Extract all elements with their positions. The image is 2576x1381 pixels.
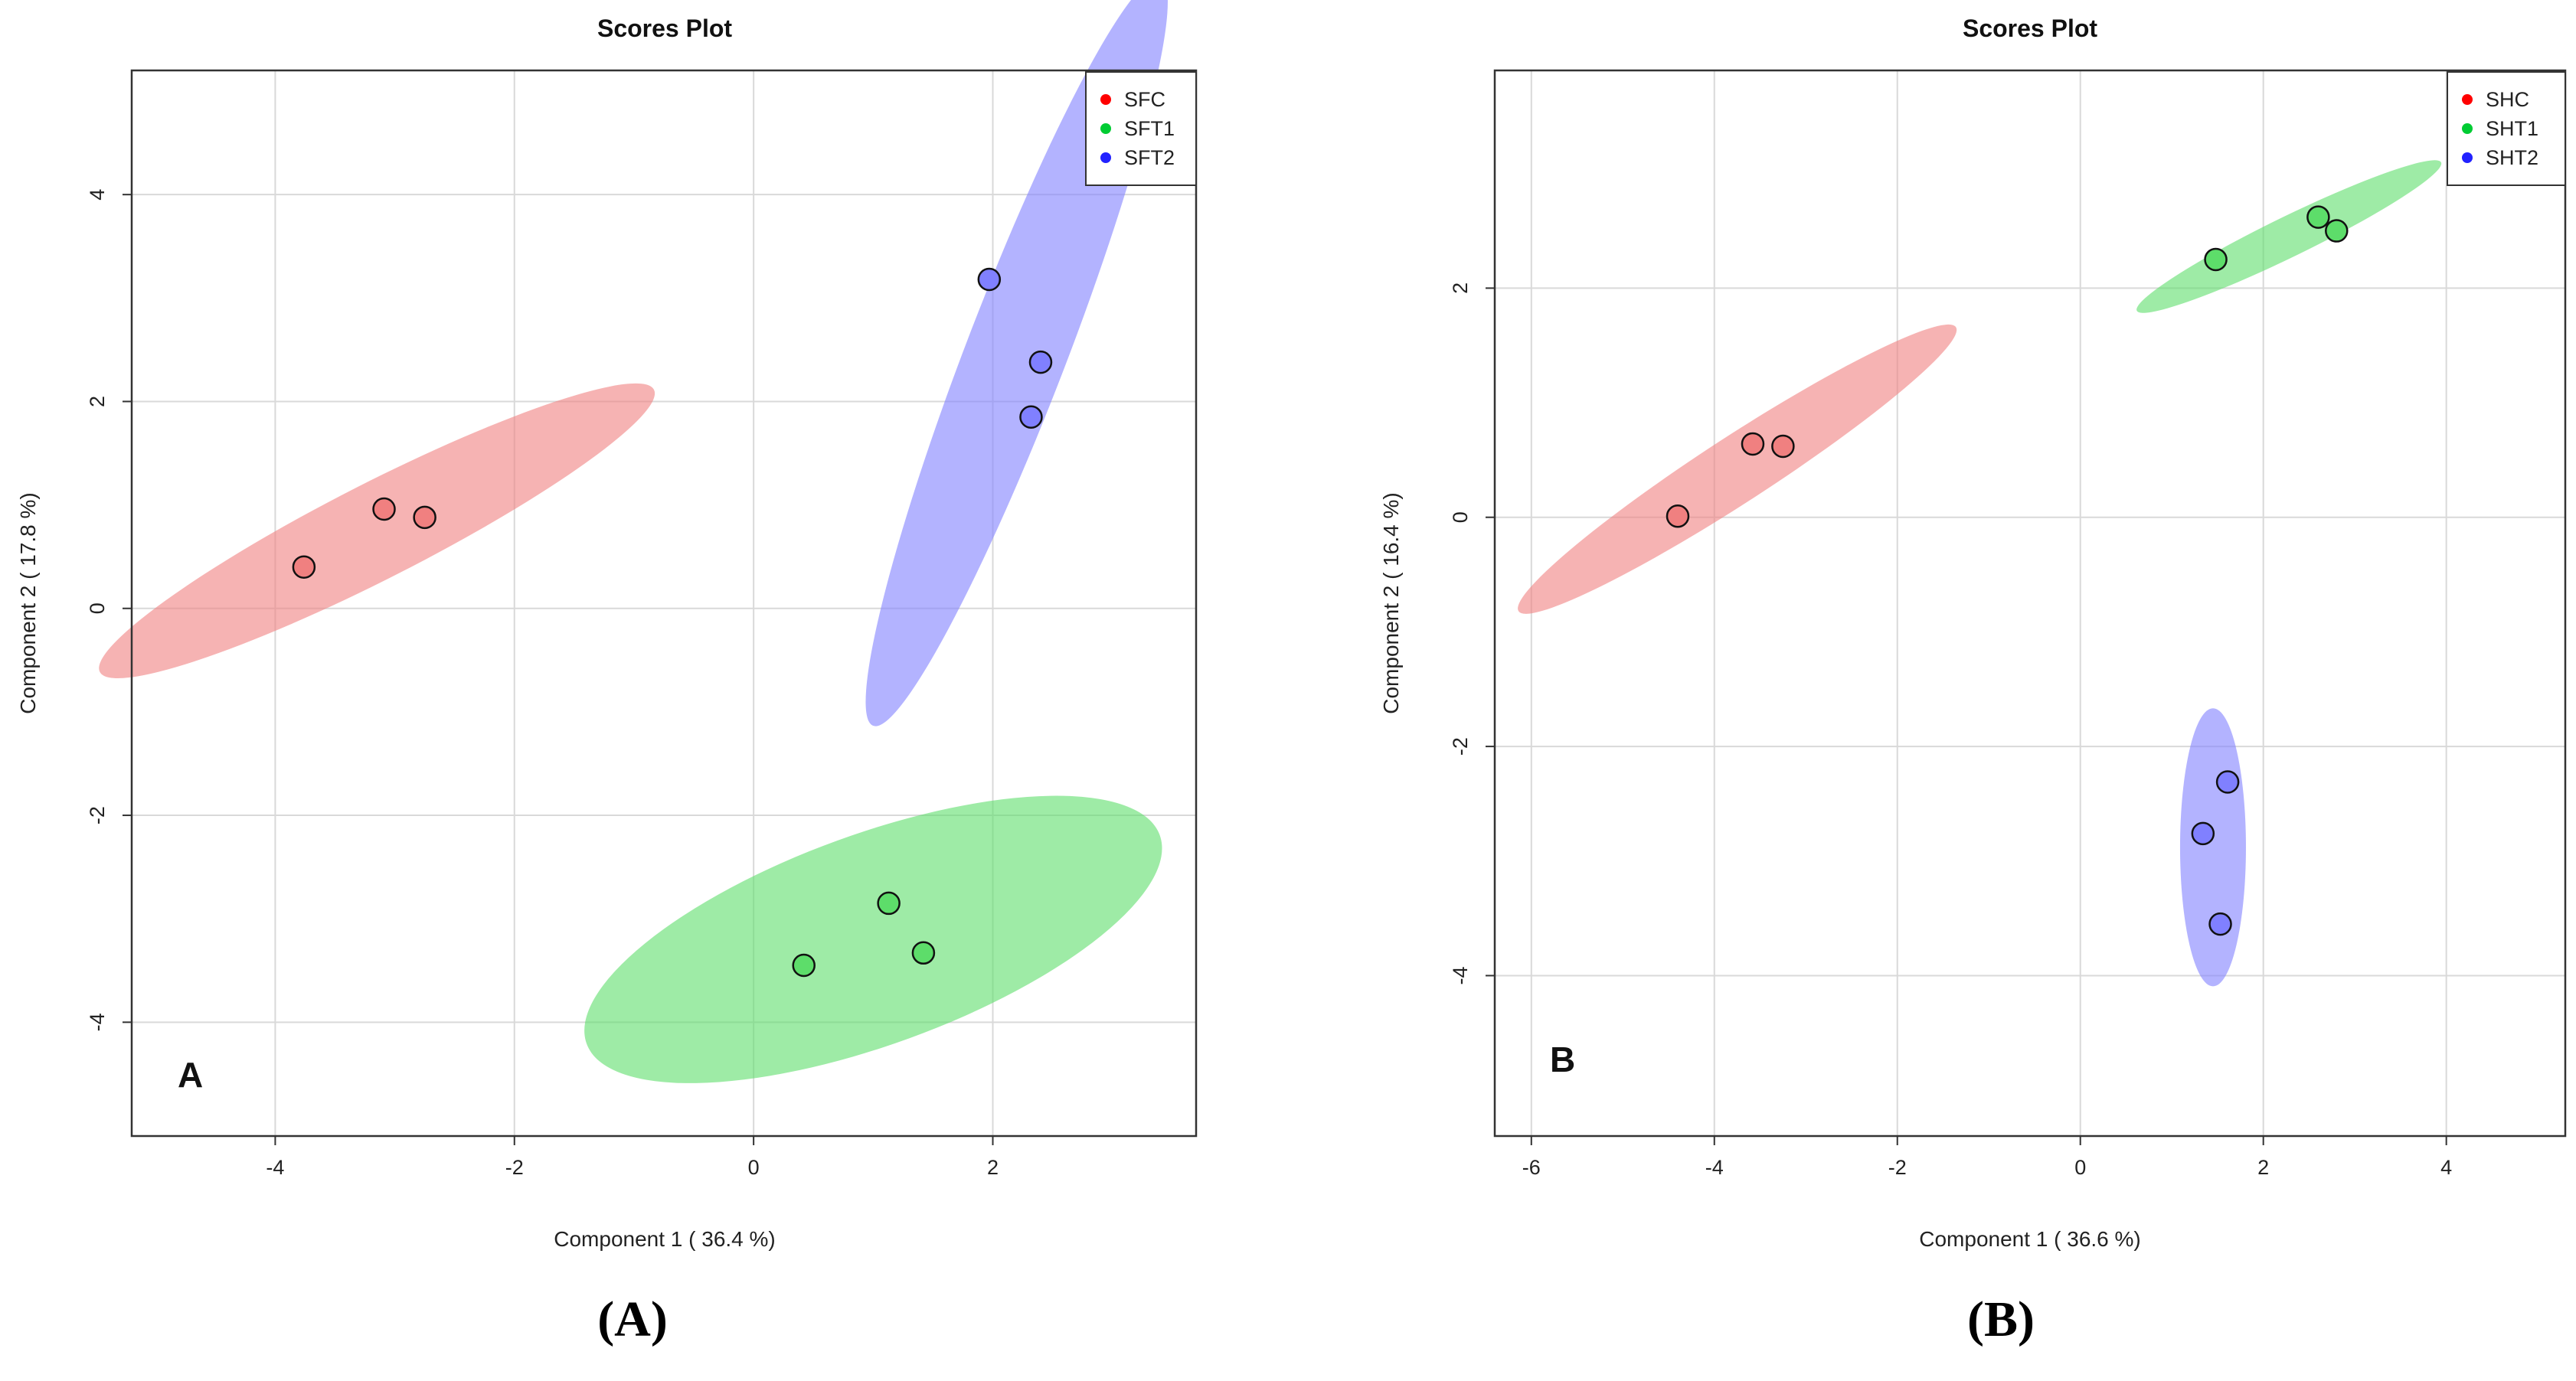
panel-caption: (B): [1967, 1291, 2035, 1347]
x-axis-label: Component 1 ( 36.4 %): [554, 1227, 776, 1251]
legend-label-sfc: SFC: [1124, 88, 1165, 111]
panel-mark: B: [1550, 1040, 1575, 1079]
y-axis-label: Component 2 ( 16.4 %): [1379, 492, 1403, 714]
y-tick-label: 0: [86, 602, 109, 614]
legend-label-sht1: SHT1: [2486, 117, 2538, 140]
y-axis-label: Component 2 ( 17.8 %): [16, 492, 40, 714]
panel-b: -6 -4 -2 0 2 4 -4 -2 0 2 Scores Plot Component 1 ( …: [1379, 15, 2567, 1347]
y-tick-label: 2: [86, 396, 109, 407]
data-point-sht1[interactable]: [2306, 205, 2330, 229]
x-axis-label: Component 1 ( 36.6 %): [1919, 1227, 2141, 1251]
confidence-ellipse-sht1: [2136, 160, 2442, 313]
plot-area: [1495, 70, 2565, 1136]
confidence-ellipse-sfc: [99, 383, 655, 678]
legend-swatch-sfc: [1100, 94, 1111, 105]
data-point-sft2[interactable]: [1028, 350, 1053, 374]
confidence-ellipse-sht2: [2179, 708, 2246, 987]
data-point-shc[interactable]: [1666, 504, 1690, 528]
x-tick-label: 0: [748, 1156, 760, 1179]
x-tick-label: 0: [2074, 1156, 2086, 1179]
legend-label-shc: SHC: [2486, 88, 2529, 111]
data-point-sft2[interactable]: [977, 267, 1002, 292]
panel-mark: A: [178, 1055, 203, 1095]
plot-frame: [1493, 69, 2567, 1138]
legend-swatch-sft2: [1100, 152, 1111, 163]
legend-swatch-sht1: [2462, 123, 2473, 134]
data-point-sft2[interactable]: [1019, 405, 1043, 429]
x-tick-label: 2: [2257, 1156, 2269, 1179]
plot-frame: [130, 69, 1198, 1138]
legend-label-sft1: SFT1: [1124, 117, 1175, 140]
legend-label-sft2: SFT2: [1124, 146, 1175, 169]
data-point-sht2[interactable]: [2215, 770, 2240, 794]
legend-swatch-sft1: [1100, 123, 1111, 134]
chart-title: Scores Plot: [597, 15, 732, 42]
y-tick-label: 0: [1449, 511, 1472, 523]
y-tick-label: -4: [1449, 966, 1472, 984]
panel-a: -4 -2 0 2 -4 -2 0 2 4 Scores Plot Component 1 ( 36…: [16, 0, 1198, 1347]
x-tick-label: -2: [505, 1156, 524, 1179]
data-point-shc[interactable]: [1741, 432, 1765, 456]
data-point-sht1[interactable]: [2325, 219, 2349, 243]
confidence-ellipse-shc: [1518, 324, 1957, 614]
y-tick-label: 4: [86, 189, 109, 201]
data-point-sft1[interactable]: [792, 953, 816, 978]
data-point-sht1[interactable]: [2204, 247, 2228, 272]
legend-swatch-shc: [2462, 94, 2473, 105]
data-point-sfc[interactable]: [372, 497, 396, 521]
legend-swatch-sht2: [2462, 152, 2473, 163]
y-tick-label: -2: [86, 806, 109, 824]
x-tick-label: -4: [1705, 1156, 1724, 1179]
y-tick-label: 2: [1449, 282, 1472, 294]
y-tick-label: -4: [86, 1013, 109, 1031]
confidence-ellipse-sft1: [584, 795, 1162, 1083]
legend-label-sht2: SHT2: [2486, 146, 2538, 169]
data-point-sht2[interactable]: [2208, 912, 2232, 936]
data-point-sft1[interactable]: [911, 941, 936, 965]
data-point-sht2[interactable]: [2191, 821, 2215, 846]
data-point-sfc[interactable]: [292, 555, 316, 579]
data-point-sfc[interactable]: [413, 505, 436, 530]
data-point-sft1[interactable]: [877, 891, 901, 916]
chart-title: Scores Plot: [1963, 15, 2097, 42]
x-tick-label: -6: [1522, 1156, 1541, 1179]
x-tick-label: -4: [266, 1156, 284, 1179]
data-point-shc[interactable]: [1771, 434, 1795, 459]
x-tick-label: 2: [987, 1156, 999, 1179]
panel-caption: (A): [597, 1291, 668, 1347]
x-tick-label: -2: [1888, 1156, 1907, 1179]
y-tick-label: -2: [1449, 737, 1472, 756]
x-tick-label: 4: [2440, 1156, 2452, 1179]
